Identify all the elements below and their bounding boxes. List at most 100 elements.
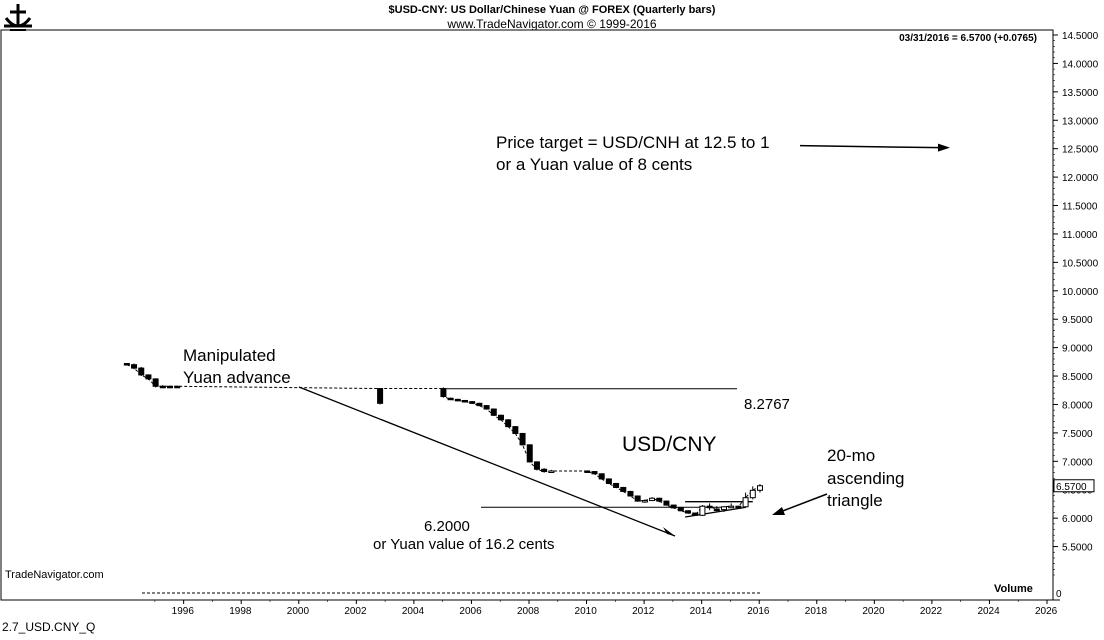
bar-body xyxy=(123,363,130,366)
level-6-2-label: 6.2000 xyxy=(424,518,470,535)
x-tick-label: 2008 xyxy=(517,606,540,617)
chart-subtitle: www.TradeNavigator.com © 1999-2016 xyxy=(446,17,656,31)
level-8-2767-label: 8.2767 xyxy=(744,396,790,413)
y-tick-label: 8.0000 xyxy=(1062,400,1093,411)
bar-body xyxy=(656,497,663,502)
chart-id: 2.7_USD.CNY_Q xyxy=(2,620,95,634)
y-tick-label: 11.0000 xyxy=(1062,230,1098,241)
bar-body xyxy=(605,478,612,484)
target-arrowhead xyxy=(938,143,950,152)
bar-body xyxy=(469,401,476,404)
bar-body xyxy=(138,367,145,376)
y-tick-label: 7.0000 xyxy=(1062,457,1093,468)
bar-body xyxy=(728,505,735,509)
manipulated-label-line1: Manipulated xyxy=(183,346,276,365)
bar-body xyxy=(735,505,742,509)
manipulated-label-line2: Yuan advance xyxy=(183,368,291,387)
bar-body xyxy=(377,388,384,404)
x-axis: 1996 1998 2000 2002 2004 2006 2008 2010 2012 2014… xyxy=(154,600,1058,617)
last-price-readout: 03/31/2016 = 6.5700 (+0.0765) xyxy=(899,33,1037,44)
y-tick-label: 9.5000 xyxy=(1062,315,1093,326)
last-price-tag-box xyxy=(1053,479,1095,493)
volume-label: Volume xyxy=(994,583,1033,595)
x-tick-label: 2006 xyxy=(459,606,482,617)
bar-body xyxy=(613,482,620,488)
triangle-arrowhead xyxy=(772,507,785,515)
triangle-label-line1: 20-mo xyxy=(827,446,875,465)
pair-label: USD/CNY xyxy=(622,433,717,456)
bar-body xyxy=(634,495,641,502)
brand-footer: TradeNavigator.com xyxy=(5,569,104,581)
x-tick-label: 2020 xyxy=(862,606,885,617)
last-price-tag: 6.5700 xyxy=(1056,482,1087,493)
triangle-label-line2: ascending xyxy=(827,469,905,488)
plot-frame xyxy=(0,29,1054,601)
bar-body xyxy=(692,512,699,516)
y-tick-label: 11.5000 xyxy=(1062,202,1098,213)
x-tick-label: 1998 xyxy=(229,606,252,617)
bar-body xyxy=(670,504,677,509)
bar-body xyxy=(526,444,533,463)
x-tick-label: 2014 xyxy=(690,606,713,617)
bar-body xyxy=(490,408,497,416)
price-bars xyxy=(123,362,763,516)
trend-arrowhead xyxy=(663,527,675,536)
triangle-arrow-line xyxy=(779,493,828,513)
level-6-2-note: or Yuan value of 16.2 cents xyxy=(373,536,555,553)
y-tick-label: 6.0000 xyxy=(1062,514,1093,525)
bar-body xyxy=(548,470,555,473)
y-tick-label: 7.5000 xyxy=(1062,429,1093,440)
bar-body xyxy=(533,461,540,470)
bar-body xyxy=(699,505,706,516)
bar-body xyxy=(742,497,749,508)
manipulated-trend-line xyxy=(298,386,676,537)
x-tick-label: 1996 xyxy=(172,606,195,617)
y-tick-label: 12.5000 xyxy=(1062,145,1099,156)
bar-body xyxy=(145,374,152,380)
target-arrow-line xyxy=(799,144,941,149)
y-axis: 5.50006.00006.50007.00007.50008.00008.50… xyxy=(1053,31,1099,576)
bar-body xyxy=(159,385,166,389)
bar-body xyxy=(519,432,526,446)
chart-title: $USD-CNY: US Dollar/Chinese Yuan @ FOREX… xyxy=(389,4,716,16)
bar-body xyxy=(641,500,648,503)
price-path-line xyxy=(126,364,761,516)
price-target-line1: Price target = USD/CNH at 12.5 to 1 xyxy=(496,133,770,152)
bar-body xyxy=(505,419,512,428)
y-tick-label: 14.5000 xyxy=(1062,31,1099,42)
bar-body xyxy=(677,507,684,512)
bar-body xyxy=(476,402,483,407)
bar-body xyxy=(721,506,728,511)
bar-body xyxy=(447,397,454,401)
bar-body xyxy=(152,378,159,387)
x-tick-label: 2010 xyxy=(575,606,598,617)
bar-body xyxy=(512,426,519,434)
x-tick-label: 2018 xyxy=(805,606,828,617)
bar-body xyxy=(591,471,598,475)
navigator-logo xyxy=(4,4,32,31)
volume-value: 0 xyxy=(1056,589,1062,600)
x-tick-label: 2012 xyxy=(632,606,655,617)
y-tick-label: 10.5000 xyxy=(1062,258,1099,269)
bar-body xyxy=(454,398,461,402)
bar-body xyxy=(167,385,174,389)
bar-body xyxy=(483,405,490,410)
bar-body xyxy=(685,510,692,514)
bar-body xyxy=(440,388,447,398)
bar-body xyxy=(713,508,720,512)
bar-body xyxy=(497,414,504,421)
bar-body xyxy=(461,399,468,403)
x-tick-label: 2004 xyxy=(402,606,425,617)
x-tick-label: 2000 xyxy=(287,606,310,617)
bar-body xyxy=(627,490,634,497)
triangle-label-line3: triangle xyxy=(827,491,883,510)
bar-body xyxy=(756,485,763,491)
bar-body xyxy=(541,468,548,473)
y-tick-label: 13.0000 xyxy=(1062,116,1099,127)
bar-body xyxy=(706,505,713,509)
y-tick-label: 10.0000 xyxy=(1062,287,1099,298)
y-tick-label: 13.5000 xyxy=(1062,88,1099,99)
bar-body xyxy=(649,497,656,502)
